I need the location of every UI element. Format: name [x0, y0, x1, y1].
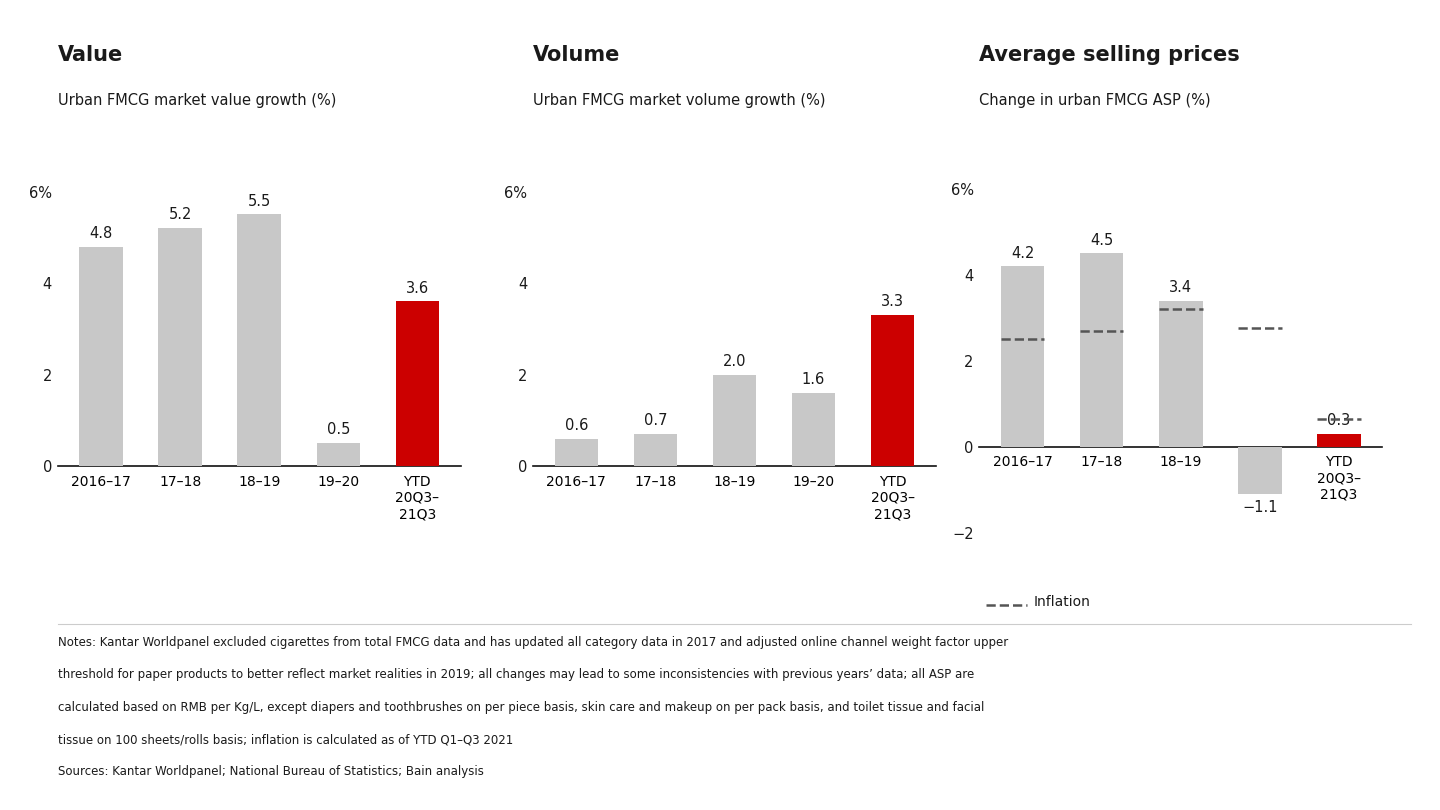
- Bar: [713, 375, 756, 467]
- Text: Sources: Kantar Worldpanel; National Bureau of Statistics; Bain analysis: Sources: Kantar Worldpanel; National Bur…: [58, 765, 484, 778]
- Text: 0.5: 0.5: [327, 423, 350, 437]
- Text: 5.2: 5.2: [168, 207, 192, 222]
- Bar: [238, 215, 281, 467]
- Text: tissue on 100 sheets/rolls basis; inflation is calculated as of YTD Q1–Q3 2021: tissue on 100 sheets/rolls basis; inflat…: [58, 733, 513, 746]
- Text: 4.8: 4.8: [89, 225, 112, 241]
- Bar: [554, 439, 598, 467]
- Text: 0.3: 0.3: [1328, 413, 1351, 428]
- Text: 4.5: 4.5: [1090, 232, 1113, 248]
- Text: 0.6: 0.6: [564, 418, 588, 433]
- Text: −1.1: −1.1: [1243, 500, 1277, 514]
- Text: 3.6: 3.6: [406, 280, 429, 296]
- Text: 4.2: 4.2: [1011, 245, 1034, 261]
- Bar: [1159, 301, 1202, 446]
- Bar: [1238, 446, 1282, 494]
- Text: Volume: Volume: [533, 45, 621, 65]
- Text: 2.0: 2.0: [723, 354, 746, 369]
- Text: 5.5: 5.5: [248, 194, 271, 208]
- Text: 3.4: 3.4: [1169, 280, 1192, 295]
- Text: Urban FMCG market value growth (%): Urban FMCG market value growth (%): [58, 93, 336, 109]
- Bar: [317, 443, 360, 467]
- Bar: [1080, 254, 1123, 446]
- Text: Average selling prices: Average selling prices: [979, 45, 1240, 65]
- Bar: [158, 228, 202, 467]
- Text: calculated based on RMB per Kg/L, except diapers and toothbrushes on per piece b: calculated based on RMB per Kg/L, except…: [58, 701, 984, 714]
- Text: 0.7: 0.7: [644, 413, 667, 428]
- Bar: [1318, 434, 1361, 446]
- Bar: [79, 246, 122, 467]
- Text: 3.3: 3.3: [881, 294, 904, 309]
- Text: Inflation: Inflation: [1034, 595, 1090, 609]
- Bar: [792, 393, 835, 467]
- Text: Urban FMCG market volume growth (%): Urban FMCG market volume growth (%): [533, 93, 825, 109]
- Text: Notes: Kantar Worldpanel excluded cigarettes from total FMCG data and has update: Notes: Kantar Worldpanel excluded cigare…: [58, 636, 1008, 649]
- Text: 1.6: 1.6: [802, 372, 825, 387]
- Bar: [634, 434, 677, 467]
- Text: Value: Value: [58, 45, 122, 65]
- Text: Change in urban FMCG ASP (%): Change in urban FMCG ASP (%): [979, 93, 1211, 109]
- Bar: [1001, 266, 1044, 446]
- Text: threshold for paper products to better reflect market realities in 2019; all cha: threshold for paper products to better r…: [58, 668, 973, 681]
- Bar: [396, 301, 439, 467]
- Bar: [871, 315, 914, 467]
